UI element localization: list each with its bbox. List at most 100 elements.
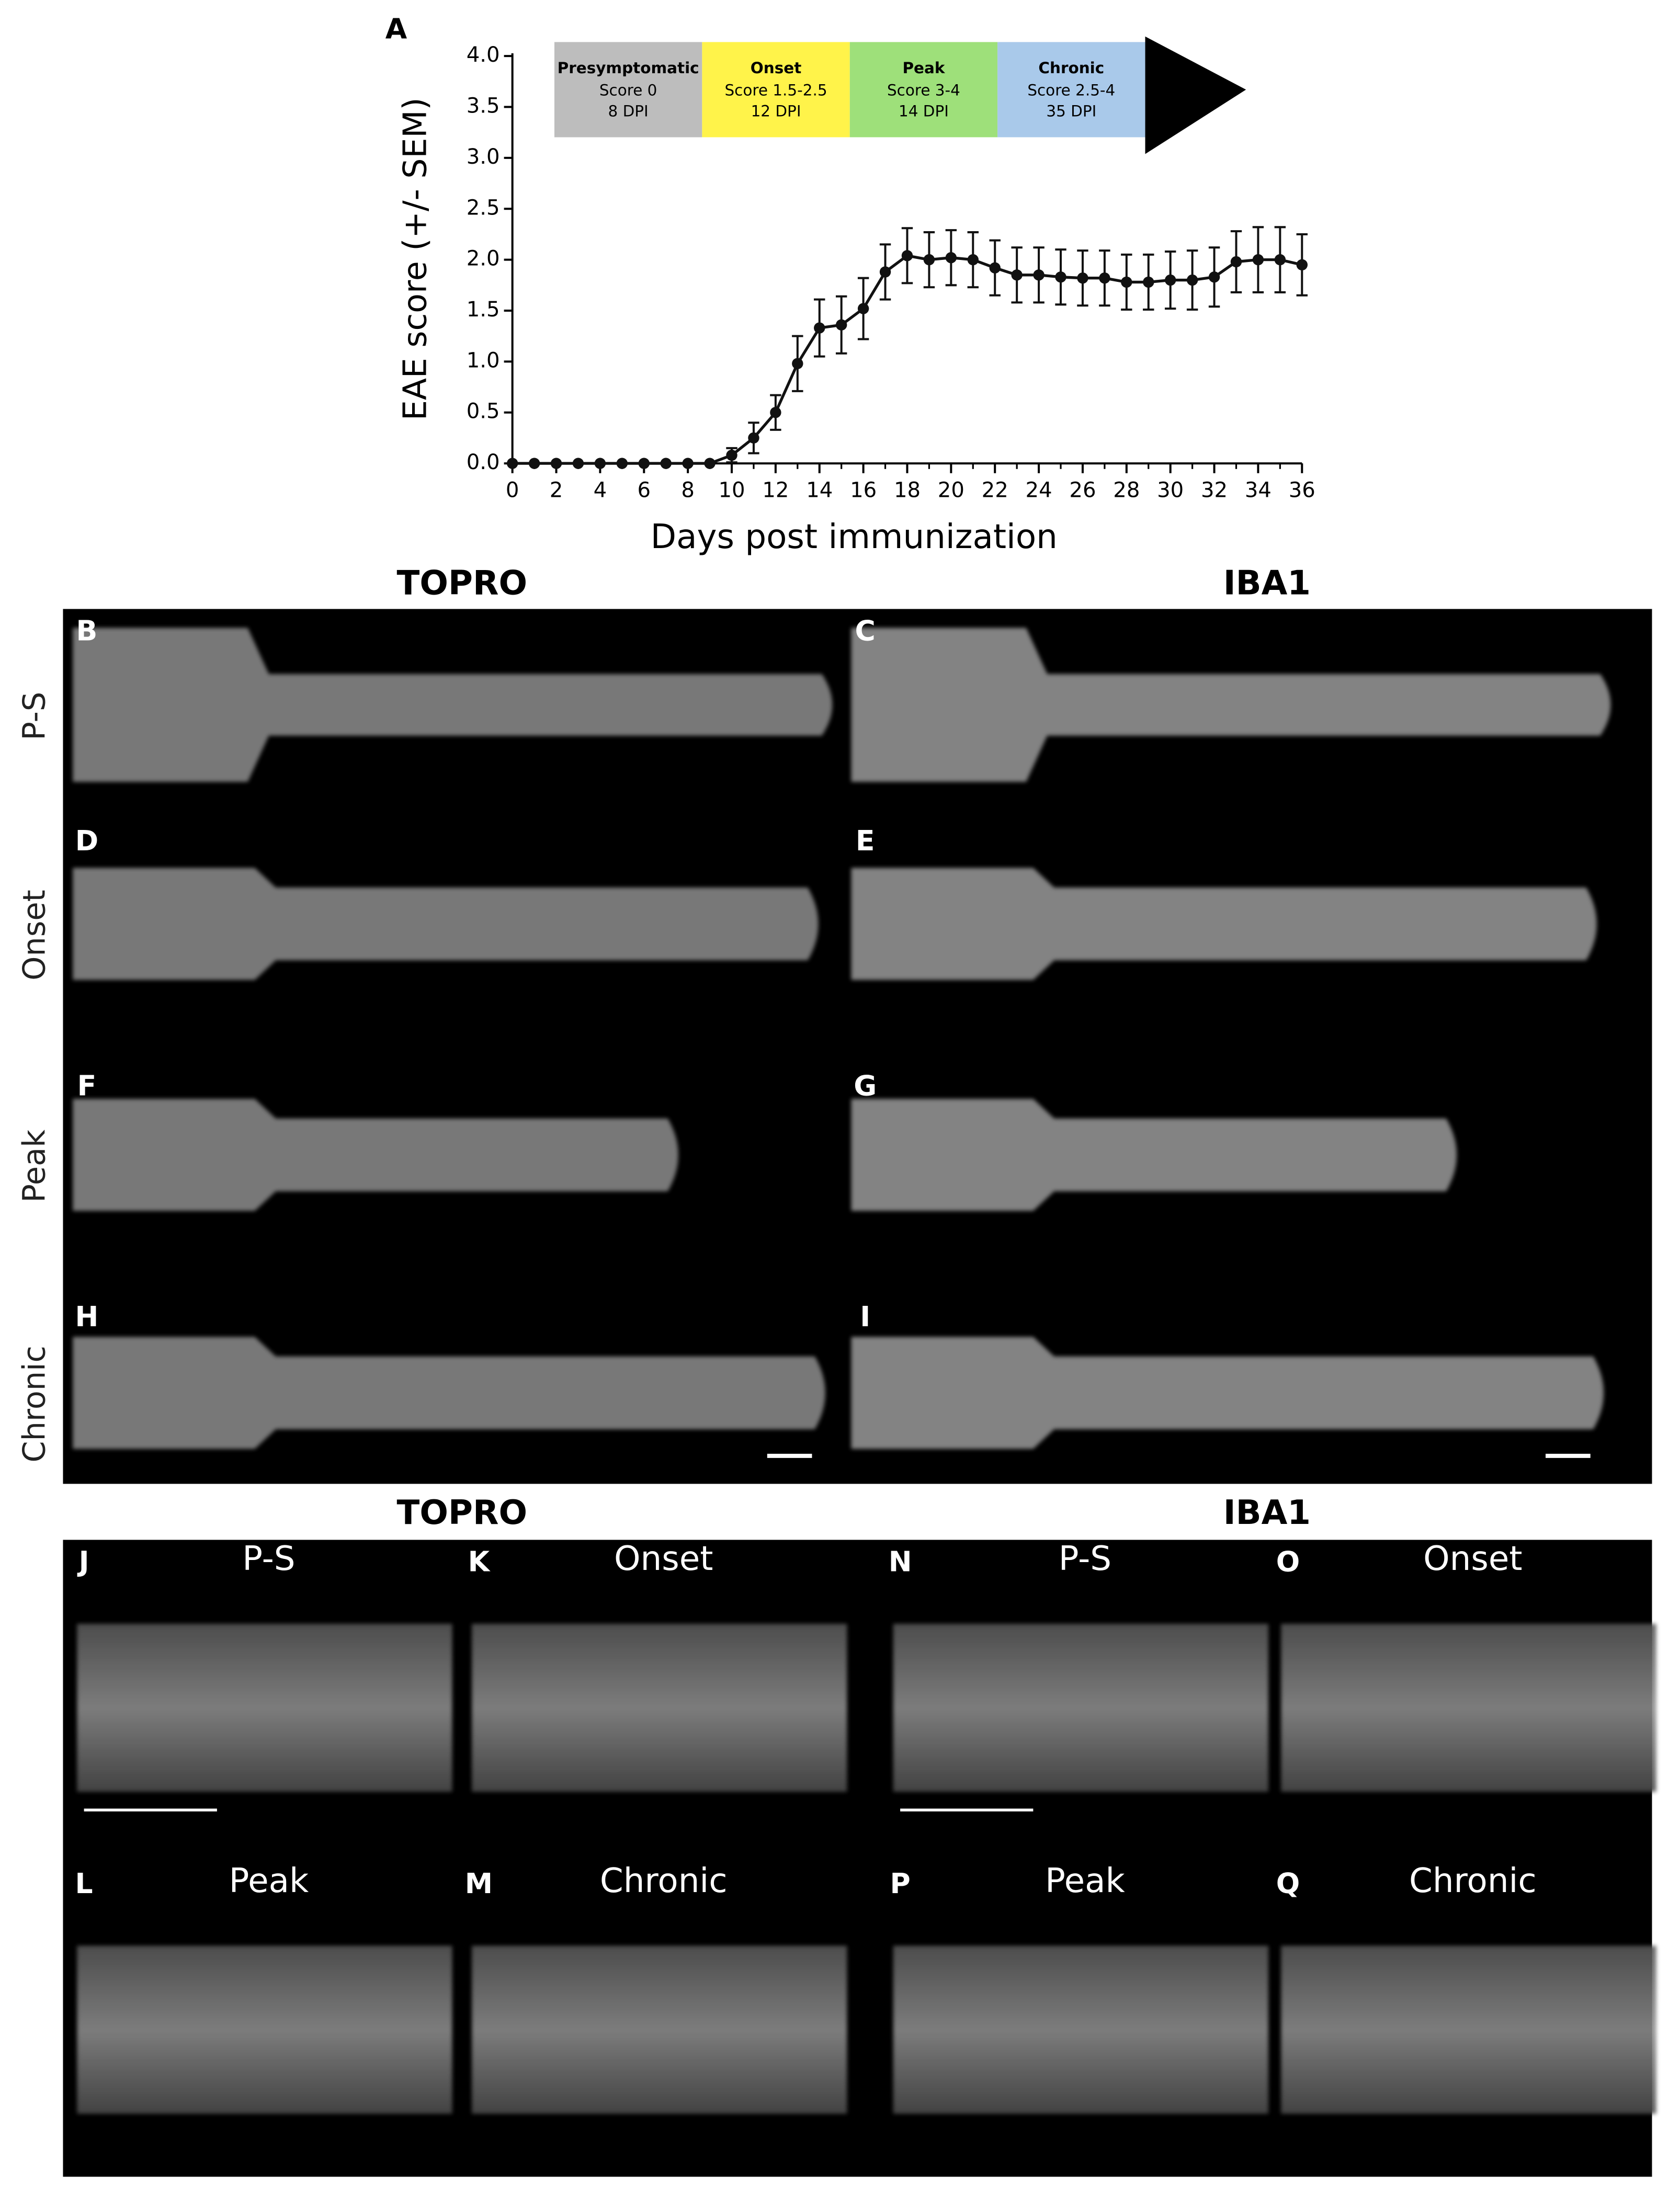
data-point <box>901 250 913 261</box>
x-tick-label: 0 <box>506 479 519 503</box>
stage-score: Score 2.5-4 <box>1027 82 1115 99</box>
data-point <box>1055 271 1066 283</box>
y-tick-label: 1.5 <box>467 298 500 322</box>
x-tick-label: 22 <box>982 479 1008 503</box>
stage-score: Score 0 <box>599 82 657 99</box>
panel-letter: O <box>1276 1545 1300 1578</box>
panel-letter: E <box>856 824 875 857</box>
spinal-cord <box>851 868 1597 980</box>
y-tick-label: 3.0 <box>467 145 500 169</box>
row-label: Chronic <box>16 1346 52 1462</box>
data-point <box>682 458 694 469</box>
tissue <box>77 1945 452 2114</box>
column-header: IBA1 <box>1223 564 1311 603</box>
data-point <box>1077 272 1088 284</box>
panel-letter: Q <box>1276 1867 1300 1900</box>
stage-title: Chronic <box>1038 59 1104 77</box>
data-point <box>572 458 584 469</box>
stage-title: Presymptomatic <box>558 59 699 77</box>
data-point <box>506 458 518 469</box>
x-tick-label: 4 <box>594 479 607 503</box>
timeline-stage <box>554 42 702 138</box>
panel-title: Chronic <box>600 1861 728 1900</box>
column-header: TOPRO <box>397 564 528 603</box>
panel-letter: C <box>855 614 876 647</box>
tissue <box>472 1624 847 1792</box>
stage-dpi: 14 DPI <box>899 103 949 120</box>
timeline-stage <box>849 42 998 138</box>
panel-letter: D <box>75 824 98 857</box>
tissue <box>893 1624 1269 1792</box>
data-point <box>1143 276 1154 288</box>
stage-title: Peak <box>902 59 945 77</box>
stage-dpi: 12 DPI <box>751 103 801 120</box>
stage-score: Score 1.5-2.5 <box>725 82 827 99</box>
panel-title: Chronic <box>1409 1861 1537 1900</box>
spinal-cord <box>73 868 819 980</box>
data-point <box>1186 274 1198 286</box>
y-tick-label: 0.0 <box>467 450 500 474</box>
row-label: Onset <box>16 890 52 981</box>
tissue <box>1281 1945 1656 2114</box>
panel-letter: B <box>76 614 98 647</box>
stage-dpi: 35 DPI <box>1046 103 1096 120</box>
data-point <box>616 458 628 469</box>
data-point <box>923 254 935 266</box>
data-point <box>1033 269 1045 281</box>
stage-score: Score 3-4 <box>887 82 960 99</box>
panel-title: P-S <box>1059 1539 1111 1578</box>
panel-letter: G <box>854 1069 877 1102</box>
timeline-stage <box>702 42 850 138</box>
data-point <box>660 458 672 469</box>
data-point <box>726 449 737 461</box>
y-axis-label: EAE score (+/- SEM) <box>396 98 434 421</box>
x-tick-label: 30 <box>1157 479 1184 503</box>
row-label: Peak <box>16 1130 52 1203</box>
panel-title: Peak <box>229 1861 309 1900</box>
data-point <box>1164 274 1176 286</box>
tissue <box>1281 1624 1656 1792</box>
data-point <box>638 458 650 469</box>
spinal-cord <box>851 1099 1457 1211</box>
panel-letter: J <box>77 1545 89 1578</box>
panel-letter: P <box>890 1867 910 1900</box>
x-tick-label: 34 <box>1245 479 1272 503</box>
data-point <box>835 319 847 331</box>
y-tick-label: 4.0 <box>467 43 500 67</box>
timeline-stage <box>997 42 1145 138</box>
tissue <box>893 1945 1269 2114</box>
x-tick-label: 16 <box>850 479 877 503</box>
panel-letter: I <box>860 1300 870 1333</box>
data-point <box>792 358 803 369</box>
x-tick-label: 14 <box>806 479 833 503</box>
data-point <box>528 458 540 469</box>
panel-letter: M <box>465 1867 493 1900</box>
data-point <box>770 407 781 418</box>
spinal-cord <box>73 1337 825 1449</box>
timeline-arrow <box>1145 36 1246 154</box>
stage-title: Onset <box>751 59 802 77</box>
tissue <box>472 1945 847 2114</box>
x-tick-label: 32 <box>1201 479 1228 503</box>
panel-title: Onset <box>1423 1539 1522 1578</box>
panel-letter: N <box>889 1545 912 1578</box>
data-point <box>857 303 869 314</box>
data-point <box>1208 271 1220 283</box>
x-tick-label: 26 <box>1069 479 1096 503</box>
data-point <box>814 322 825 334</box>
data-point <box>704 458 716 469</box>
row-label: P-S <box>16 692 52 741</box>
y-tick-label: 2.0 <box>467 247 500 271</box>
y-tick-label: 0.5 <box>467 400 500 424</box>
tissue <box>77 1624 452 1792</box>
data-point <box>1274 254 1286 266</box>
data-point <box>945 252 957 264</box>
x-tick-label: 36 <box>1289 479 1315 503</box>
data-point <box>1252 254 1264 266</box>
x-tick-label: 8 <box>681 479 695 503</box>
column-header: IBA1 <box>1223 1493 1311 1532</box>
panel-letter: F <box>77 1069 97 1102</box>
panel-letter: A <box>385 13 407 45</box>
data-point <box>1296 259 1308 271</box>
